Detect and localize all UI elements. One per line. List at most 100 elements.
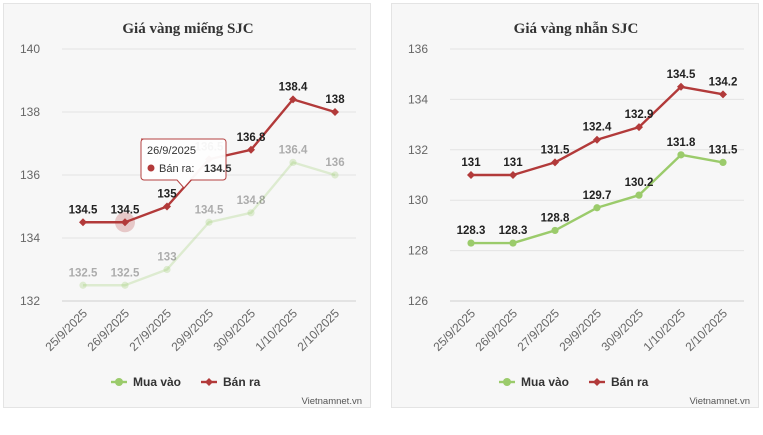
data-point[interactable] [163, 265, 171, 274]
y-tick-label: 128 [408, 244, 428, 258]
x-tick-label: 30/9/2025 [210, 306, 258, 354]
data-label: 128.3 [457, 225, 486, 237]
data-label: 129.7 [583, 190, 612, 202]
data-label: 128.3 [499, 225, 528, 237]
data-label: 134.5 [667, 69, 696, 81]
y-tick-label: 134 [20, 231, 40, 245]
data-point[interactable] [635, 191, 643, 199]
x-tick-label: 29/9/2025 [556, 306, 604, 354]
data-point[interactable] [593, 135, 601, 144]
hover-halo [115, 212, 135, 233]
data-label: 130.2 [625, 177, 654, 189]
data-label: 128.8 [541, 212, 570, 224]
data-label: 131.5 [709, 144, 738, 156]
tooltip-value: 134.5 [204, 163, 232, 175]
data-label: 132.5 [69, 267, 98, 279]
data-label: 134.5 [69, 204, 98, 216]
x-tick-label: 25/9/2025 [430, 306, 478, 354]
legend-marker[interactable] [503, 378, 511, 386]
data-point[interactable] [331, 108, 339, 116]
data-label: 132.9 [625, 109, 654, 121]
y-tick-label: 126 [408, 294, 428, 308]
y-tick-label: 136 [408, 42, 428, 56]
y-tick-label: 132 [408, 143, 428, 157]
data-label: 134.2 [709, 76, 738, 88]
x-tick-label: 25/9/2025 [42, 306, 90, 354]
data-point[interactable] [331, 171, 339, 179]
data-point[interactable] [509, 171, 517, 179]
legend-label[interactable]: Bán ra [611, 375, 649, 389]
data-point[interactable] [719, 90, 727, 99]
y-tick-label: 136 [20, 168, 40, 182]
x-tick-label: 26/9/2025 [84, 306, 132, 354]
chart-panel-gold-bar: Giá vàng miếng SJC 132 134 136 138 140 25/9/2… [3, 3, 371, 408]
data-point[interactable] [79, 218, 87, 227]
x-tick-label: 2/10/2025 [682, 306, 730, 354]
data-point[interactable] [205, 218, 213, 226]
data-point[interactable] [677, 82, 685, 91]
data-point[interactable] [467, 171, 475, 179]
data-point[interactable] [635, 123, 643, 132]
data-point[interactable] [79, 281, 87, 289]
data-point[interactable] [247, 209, 255, 217]
data-label: 134.5 [195, 204, 224, 216]
legend-marker[interactable] [593, 378, 601, 386]
chart-gold-bar-svg: Giá vàng miếng SJC 132 134 136 138 140 25/9/2… [20, 21, 362, 407]
x-tick-label: 30/9/2025 [598, 306, 646, 354]
data-point[interactable] [247, 145, 255, 154]
data-label: 138 [325, 94, 345, 106]
y-tick-label: 134 [408, 92, 428, 106]
chart-title: Giá vàng miếng SJC [122, 21, 253, 37]
x-tick-label: 2/10/2025 [294, 306, 342, 354]
y-tick-label: 140 [20, 42, 40, 56]
data-label: 131 [503, 157, 523, 169]
tooltip-marker [147, 164, 155, 172]
y-tick-label: 132 [20, 294, 40, 308]
chart-gold-ring-svg: Giá vàng nhẫn SJC 126 128 130 132 134 136 25/9… [408, 21, 750, 407]
data-point[interactable] [163, 202, 171, 211]
data-label: 136.8 [237, 132, 266, 144]
data-point[interactable] [289, 95, 297, 104]
credit-text[interactable]: Vietnamnet.vn [301, 396, 362, 407]
chart-title: Giá vàng nhẫn SJC [514, 21, 639, 37]
legend-marker[interactable] [115, 378, 123, 386]
data-label: 136.4 [279, 144, 308, 156]
data-point[interactable] [719, 158, 727, 166]
x-tick-label: 1/10/2025 [252, 306, 300, 354]
data-label: 136 [325, 157, 344, 169]
credit-text[interactable]: Vietnamnet.vn [689, 396, 750, 407]
x-tick-label: 27/9/2025 [514, 306, 562, 354]
tooltip-box [140, 138, 227, 189]
data-point[interactable] [677, 151, 685, 159]
data-point[interactable] [121, 218, 129, 227]
data-point[interactable] [593, 204, 601, 212]
x-tick-label: 1/10/2025 [640, 306, 688, 354]
legend-label[interactable]: Mua vào [133, 375, 181, 389]
data-label: 134.5 [111, 204, 140, 216]
data-label: 131 [461, 157, 481, 169]
legend-label[interactable]: Bán ra [223, 375, 261, 389]
x-tick-label: 27/9/2025 [126, 306, 174, 354]
data-label: 138.4 [279, 81, 308, 93]
y-tick-label: 138 [20, 105, 40, 119]
data-label: 135 [157, 189, 177, 201]
data-label: 132.4 [583, 122, 612, 134]
legend-marker[interactable] [205, 378, 213, 386]
y-tick-label: 130 [408, 193, 428, 207]
data-point[interactable] [289, 158, 297, 166]
x-tick-label: 29/9/2025 [168, 306, 216, 354]
data-label: 131.5 [541, 144, 570, 156]
data-label: 131.8 [667, 137, 696, 149]
legend-label[interactable]: Mua vào [521, 375, 569, 389]
data-point[interactable] [551, 226, 559, 235]
data-point[interactable] [509, 239, 517, 247]
x-tick-label: 26/9/2025 [472, 306, 520, 354]
data-label: 133 [157, 252, 176, 264]
data-label: 134.8 [237, 195, 266, 207]
tooltip-series-label: Bán ra: [159, 163, 194, 175]
data-point[interactable] [121, 281, 129, 289]
data-label: 132.5 [111, 267, 140, 279]
data-point[interactable] [467, 239, 475, 247]
chart-panel-gold-ring: Giá vàng nhẫn SJC 126 128 130 132 134 136 25/9… [391, 3, 759, 408]
data-point[interactable] [551, 158, 559, 167]
